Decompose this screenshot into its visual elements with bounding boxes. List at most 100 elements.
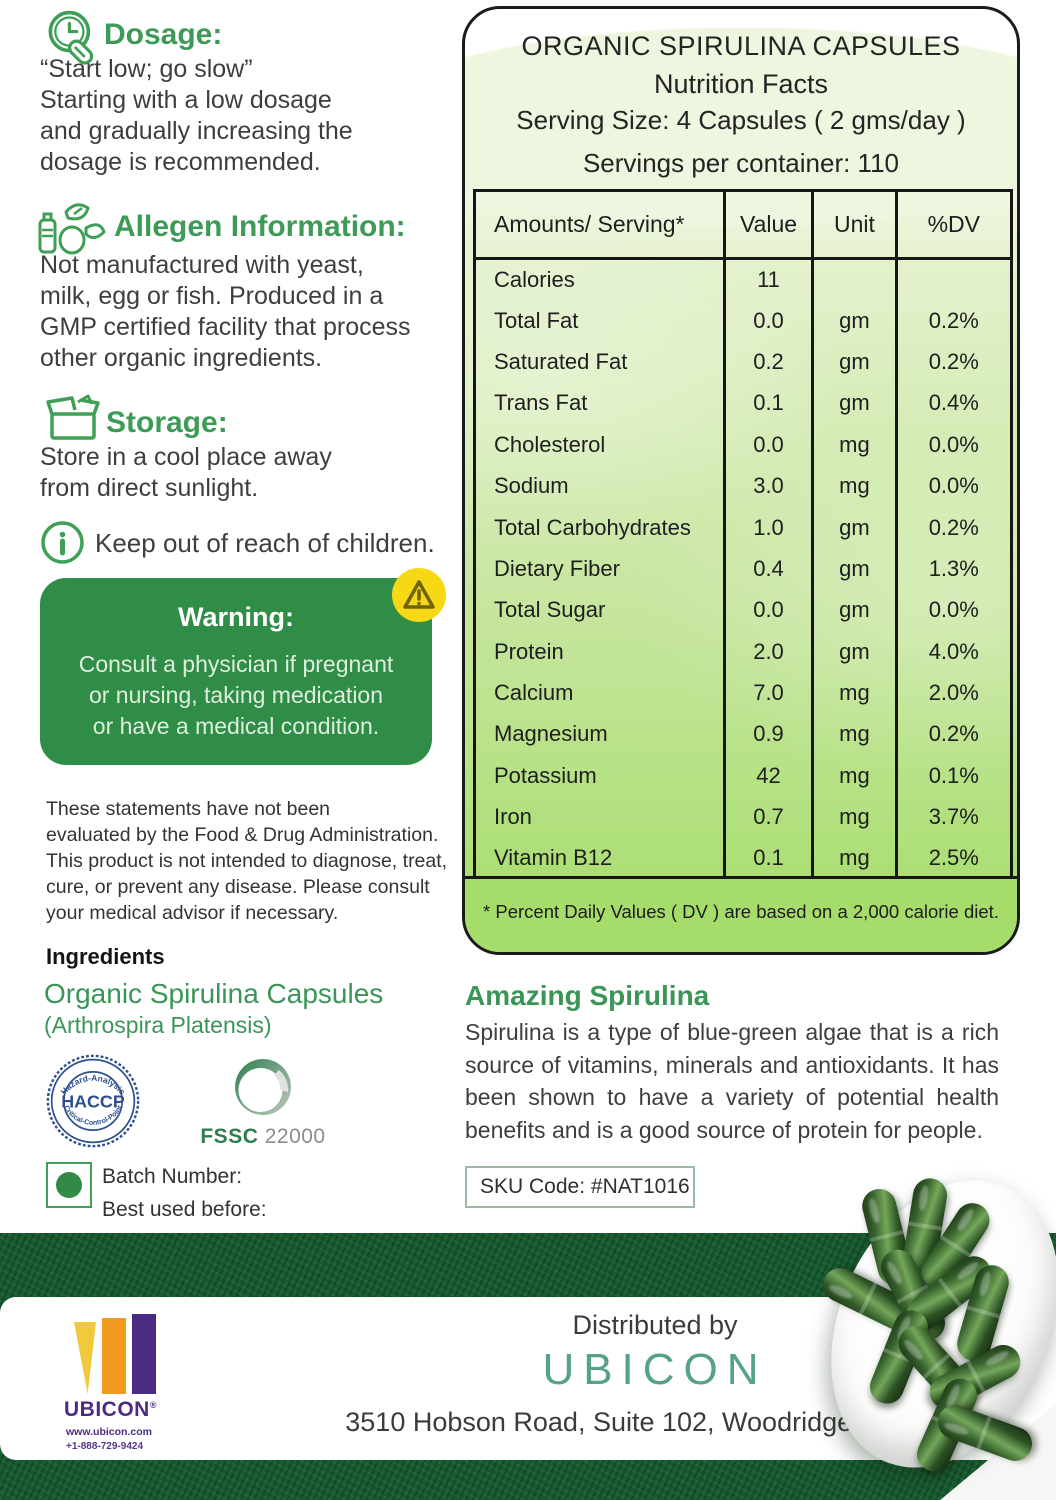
table-row: Magnesium 0.9 mg 0.2% bbox=[475, 713, 1012, 756]
ingredients-heading: Ingredients bbox=[46, 944, 165, 969]
fssc-name: FSSC bbox=[200, 1125, 259, 1148]
nutrient-name: Calcium bbox=[494, 680, 574, 706]
table-row: Vitamin B12 0.1 mg 2.5% bbox=[475, 837, 1012, 880]
ubicon-website: www.ubicon.com bbox=[66, 1426, 152, 1438]
logo-bar-yellow bbox=[74, 1322, 96, 1394]
panel-subtitle: Nutrition Facts bbox=[653, 69, 829, 99]
fssc-logo: FSSC 22000 bbox=[198, 1056, 328, 1149]
fssc-number: 22000 bbox=[264, 1125, 326, 1148]
nutrient-name: Saturated Fat bbox=[494, 348, 628, 374]
warning-body: Consult a physician if pregnant or nursi… bbox=[78, 651, 394, 739]
dosage-title: Dosage: bbox=[104, 18, 223, 51]
haccp-center-text: HACCP bbox=[61, 1092, 125, 1112]
info-icon bbox=[41, 521, 84, 564]
nutrient-name: Cholesterol bbox=[494, 431, 606, 457]
nutrient-dv: 0.0% bbox=[894, 589, 1012, 632]
warning-title: Warning: bbox=[178, 602, 294, 632]
nutrient-dv: 2.0% bbox=[894, 672, 1012, 714]
table-row: Total Carbohydrates 1.0 gm 0.2% bbox=[475, 506, 1012, 549]
table-row: Total Sugar 0.0 gm 0.0% bbox=[475, 589, 1012, 632]
panel-footnote: * Percent Daily Values ( DV ) are based … bbox=[465, 876, 1017, 952]
nutrient-value: 0.2 bbox=[722, 341, 813, 383]
nutrient-name: Total Carbohydrates bbox=[494, 514, 691, 540]
nutrient-unit: mg bbox=[811, 465, 897, 507]
ubicon-phone: +1-888-729-9424 bbox=[66, 1441, 144, 1452]
servings-per-container: Servings per container: 110 bbox=[582, 148, 900, 178]
table-row: Iron 0.7 mg 3.7% bbox=[475, 796, 1012, 838]
best-before-label: Best used before: bbox=[102, 1198, 267, 1221]
logo-bar-purple bbox=[132, 1314, 156, 1394]
nutrient-unit: mg bbox=[811, 713, 897, 756]
col-header-amounts: Amounts/ Serving* bbox=[474, 190, 725, 260]
nutrient-dv bbox=[894, 258, 1012, 300]
nutrient-value: 7.0 bbox=[722, 672, 813, 714]
nutrient-dv: 2.5% bbox=[894, 837, 1012, 880]
nutrient-value: 0.1 bbox=[722, 837, 813, 880]
ubicon-logo-text: UBICON® bbox=[64, 1398, 157, 1421]
table-row: Cholesterol 0.0 mg 0.0% bbox=[475, 424, 1012, 466]
fda-disclaimer: These statements have not been evaluated… bbox=[46, 798, 448, 924]
sku-code: SKU Code: #NAT1016 bbox=[480, 1175, 690, 1198]
panel-title: ORGANIC SPIRULINA CAPSULES bbox=[521, 31, 961, 61]
nutrient-name: Trans Fat bbox=[494, 390, 588, 416]
nutrient-value: 0.0 bbox=[722, 589, 813, 632]
nutrient-name: Vitamin B12 bbox=[494, 844, 613, 870]
nutrition-panel: ORGANIC SPIRULINA CAPSULES Nutrition Fac… bbox=[462, 6, 1020, 955]
spoon bbox=[770, 1144, 1056, 1500]
nutrient-value: 2.0 bbox=[722, 631, 813, 673]
nutrient-unit: gm bbox=[811, 506, 897, 549]
storage-box-icon bbox=[46, 394, 100, 440]
nutrient-name: Protein bbox=[494, 638, 564, 664]
nutrient-dv: 0.1% bbox=[894, 755, 1012, 797]
nutrient-name: Total Sugar bbox=[494, 597, 606, 623]
storage-body: Store in a cool place away from direct s… bbox=[40, 443, 332, 502]
serving-size: Serving Size: 4 Capsules ( 2 gms/day ) bbox=[516, 105, 966, 135]
nutrient-unit: mg bbox=[811, 755, 897, 797]
clock-icon bbox=[48, 10, 94, 65]
dosage-body: “Start low; go slow” Starting with a low… bbox=[40, 55, 353, 176]
warning-icon bbox=[392, 568, 446, 622]
nutrient-dv: 0.2% bbox=[894, 341, 1012, 383]
amazing-body: Spirulina is a type of blue-green algae … bbox=[465, 1019, 999, 1143]
nutrient-unit: mg bbox=[811, 424, 897, 466]
nutrient-unit: gm bbox=[811, 548, 897, 590]
allergen-body: Not manufactured with yeast, milk, egg o… bbox=[40, 251, 411, 372]
table-row: Protein 2.0 gm 4.0% bbox=[475, 631, 1012, 673]
allergen-title: Allegen Information: bbox=[114, 210, 406, 243]
col-header-unit: Unit bbox=[811, 190, 897, 260]
batch-icon bbox=[46, 1162, 92, 1208]
nutrient-unit: gm bbox=[811, 382, 897, 425]
nutrition-table: Amounts/ Serving* Value Unit %DV Calorie… bbox=[473, 189, 1013, 881]
nutrient-dv: 0.2% bbox=[894, 713, 1012, 756]
storage-title: Storage: bbox=[106, 406, 228, 439]
nutrient-name: Potassium bbox=[494, 762, 597, 788]
nutrient-unit: gm bbox=[811, 341, 897, 383]
table-row: Saturated Fat 0.2 gm 0.2% bbox=[475, 341, 1012, 383]
registered-mark: ® bbox=[149, 1400, 157, 1410]
nutrition-table-body: Calories 11 Total Fat 0.0 gm 0.2% Satura… bbox=[475, 258, 1012, 880]
nutrient-name: Iron bbox=[494, 804, 532, 830]
ingredients-name: Organic Spirulina Capsules bbox=[44, 978, 384, 1009]
nutrient-unit: gm bbox=[811, 631, 897, 673]
nutrient-dv: 4.0% bbox=[894, 631, 1012, 673]
amazing-title: Amazing Spirulina bbox=[465, 980, 710, 1011]
nutrient-value: 0.0 bbox=[722, 424, 813, 466]
nutrient-unit: mg bbox=[811, 837, 897, 880]
nutrient-value: 11 bbox=[722, 258, 813, 300]
ingredients-latin: (Arthrospira Platensis) bbox=[44, 1012, 272, 1038]
nutrient-unit bbox=[811, 258, 897, 300]
nutrient-name: Sodium bbox=[494, 473, 569, 499]
nutrient-name: Dietary Fiber bbox=[494, 555, 620, 581]
table-row: Potassium 42 mg 0.1% bbox=[475, 755, 1012, 797]
distributed-by-label: Distributed by bbox=[572, 1310, 738, 1340]
batch-block: Batch Number: Best used before: bbox=[102, 1160, 267, 1226]
nutrient-name: Total Fat bbox=[494, 307, 579, 333]
nutrient-value: 0.7 bbox=[722, 796, 813, 838]
nutrient-value: 0.0 bbox=[722, 299, 813, 342]
nutrient-value: 3.0 bbox=[722, 465, 813, 507]
sku-box: SKU Code: #NAT1016 bbox=[465, 1166, 695, 1208]
nutrient-dv: 0.0% bbox=[894, 465, 1012, 507]
children-note: Keep out of reach of children. bbox=[95, 528, 435, 558]
nutrient-dv: 3.7% bbox=[894, 796, 1012, 838]
